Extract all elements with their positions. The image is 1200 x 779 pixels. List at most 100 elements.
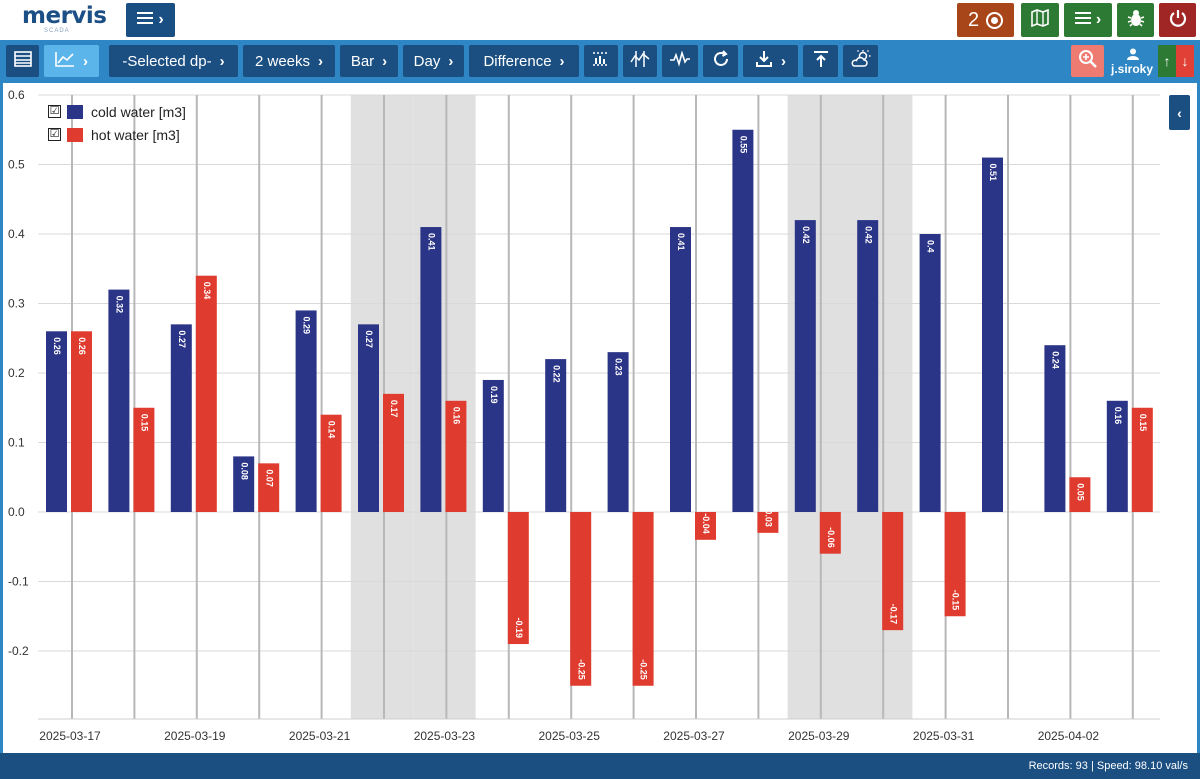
bar-hot[interactable] xyxy=(258,463,280,512)
mode-dropdown[interactable]: Difference › xyxy=(469,45,579,77)
bar-cold[interactable] xyxy=(233,456,255,512)
bar-cold[interactable] xyxy=(170,324,192,512)
bar-cold[interactable] xyxy=(857,220,879,512)
bar-value-label: -0.19 xyxy=(514,618,524,639)
chart-type-dropdown[interactable]: Bar › xyxy=(340,45,398,77)
status-text: Records: 93 | Speed: 98.10 val/s xyxy=(1028,760,1188,772)
chart-toolbar: › -Selected dp- › 2 weeks › Bar › Day › … xyxy=(0,40,1200,83)
selected-dp-dropdown[interactable]: -Selected dp- › xyxy=(109,45,238,77)
power-icon xyxy=(1168,8,1188,33)
y-tick-label: 0.3 xyxy=(8,297,25,311)
bar-hot[interactable] xyxy=(632,512,654,686)
legend-item-hot-water[interactable]: ☑ hot water [m3] xyxy=(48,123,186,146)
bar-hot[interactable] xyxy=(1069,477,1091,512)
y-tick-label: 0.6 xyxy=(8,88,25,102)
zoom-button[interactable] xyxy=(1071,45,1104,77)
chart-view-button[interactable]: › xyxy=(44,45,99,77)
upload-button[interactable] xyxy=(803,45,838,77)
debug-button[interactable] xyxy=(1117,3,1154,37)
bar-cold[interactable] xyxy=(732,129,754,512)
bar-hot[interactable] xyxy=(445,400,467,512)
bar-cold[interactable] xyxy=(794,220,816,512)
bar-value-label: 0.16 xyxy=(452,407,462,425)
bar-hot[interactable] xyxy=(695,512,716,540)
y-tick-label: 0.5 xyxy=(8,158,25,172)
bug-icon xyxy=(1126,8,1146,33)
bar-cold[interactable] xyxy=(108,289,130,512)
bar-value-label: 0.22 xyxy=(551,365,561,383)
bar-hot[interactable] xyxy=(944,512,966,617)
legend-item-cold-water[interactable]: ☑ cold water [m3] xyxy=(48,100,186,123)
bar-cold[interactable] xyxy=(607,352,629,512)
alarm-counter-button[interactable]: 2 xyxy=(957,3,1014,37)
bar-cold[interactable] xyxy=(1106,400,1128,512)
bar-value-label: 0.27 xyxy=(177,330,187,348)
bar-hot[interactable] xyxy=(383,393,404,512)
bar-cold[interactable] xyxy=(545,359,567,512)
refresh-button[interactable] xyxy=(703,45,738,77)
bar-hot[interactable] xyxy=(570,512,592,686)
period-label: 2 weeks xyxy=(254,52,311,70)
bar-hot[interactable] xyxy=(507,512,529,645)
period-dropdown[interactable]: 2 weeks › xyxy=(243,45,335,77)
logout-button[interactable] xyxy=(1159,3,1196,37)
arrow-down-button[interactable]: ↓ xyxy=(1176,45,1194,77)
bar-cold[interactable] xyxy=(919,234,941,512)
user-button[interactable]: j.siroky xyxy=(1108,45,1156,77)
bar-cold[interactable] xyxy=(670,227,691,513)
main-menu-button[interactable]: › xyxy=(126,3,175,37)
bar-cold[interactable] xyxy=(295,310,317,512)
bar-cold[interactable] xyxy=(46,331,67,512)
y-tick-label: -0.2 xyxy=(8,644,29,658)
legend-label: cold water [m3] xyxy=(91,103,186,120)
list-icon xyxy=(1074,11,1091,30)
chevron-right-icon: › xyxy=(219,52,225,70)
bar-cold[interactable] xyxy=(420,227,442,513)
line-chart-icon xyxy=(55,51,75,71)
legend-checkbox[interactable]: ☑ xyxy=(48,128,61,141)
bar-hot[interactable] xyxy=(1131,407,1153,512)
bar-hot[interactable] xyxy=(757,512,779,533)
collapse-panel-button[interactable]: ‹ xyxy=(1169,95,1190,130)
download-button[interactable]: › xyxy=(743,45,798,77)
list-menu-button[interactable]: › xyxy=(1064,3,1112,37)
bar-value-label: 0.42 xyxy=(863,226,873,244)
bar-value-label: 0.26 xyxy=(52,337,62,355)
bar-cold[interactable] xyxy=(1044,345,1066,512)
bar-value-label: -0.25 xyxy=(576,659,586,680)
bar-value-label: 0.14 xyxy=(327,421,337,439)
bar-chart[interactable]: 0.26 0.32 0.27 0.08 0.29 0.27 0.41 0.19 0.22 0.23… xyxy=(0,83,1200,753)
zoom-icon xyxy=(1078,49,1098,74)
x-tick-label: 2025-03-17 xyxy=(39,729,101,743)
bar-value-label: 0.27 xyxy=(364,330,374,348)
bar-value-label: 0.15 xyxy=(1138,414,1148,432)
user-name: j.siroky xyxy=(1110,62,1154,76)
weather-button[interactable] xyxy=(843,45,878,77)
bar-value-label: 0.17 xyxy=(389,400,399,418)
arrow-up-button[interactable]: ↑ xyxy=(1158,45,1176,77)
bar-hot[interactable] xyxy=(133,407,155,512)
chevron-right-icon: › xyxy=(448,52,454,70)
map-button[interactable] xyxy=(1021,3,1059,37)
list-view-button[interactable] xyxy=(6,45,39,77)
chevron-right-icon: › xyxy=(781,52,786,70)
chevron-right-icon: › xyxy=(559,52,565,70)
aggregation-dropdown[interactable]: Day › xyxy=(403,45,464,77)
bar-cold[interactable] xyxy=(982,157,1003,513)
bar-hot[interactable] xyxy=(882,512,904,631)
mervis-logo[interactable]: mervis SCADA xyxy=(22,4,107,36)
signal-button[interactable] xyxy=(662,45,698,77)
bar-hot[interactable] xyxy=(819,512,841,554)
bar-hot[interactable] xyxy=(320,414,342,512)
y-tick-label: 0.1 xyxy=(8,436,25,450)
selected-dp-label: -Selected dp- xyxy=(122,52,212,70)
top-bar: mervis SCADA › 2 › xyxy=(0,0,1200,40)
bar-hot[interactable] xyxy=(195,275,217,512)
bar-cold[interactable] xyxy=(358,324,379,512)
legend-checkbox[interactable]: ☑ xyxy=(48,105,61,118)
bar-hot[interactable] xyxy=(71,331,92,512)
cursor-lines-icon xyxy=(630,50,650,72)
bar-cold[interactable] xyxy=(482,379,504,512)
cursor-button[interactable] xyxy=(623,45,657,77)
fit-axis-button[interactable] xyxy=(584,45,618,77)
